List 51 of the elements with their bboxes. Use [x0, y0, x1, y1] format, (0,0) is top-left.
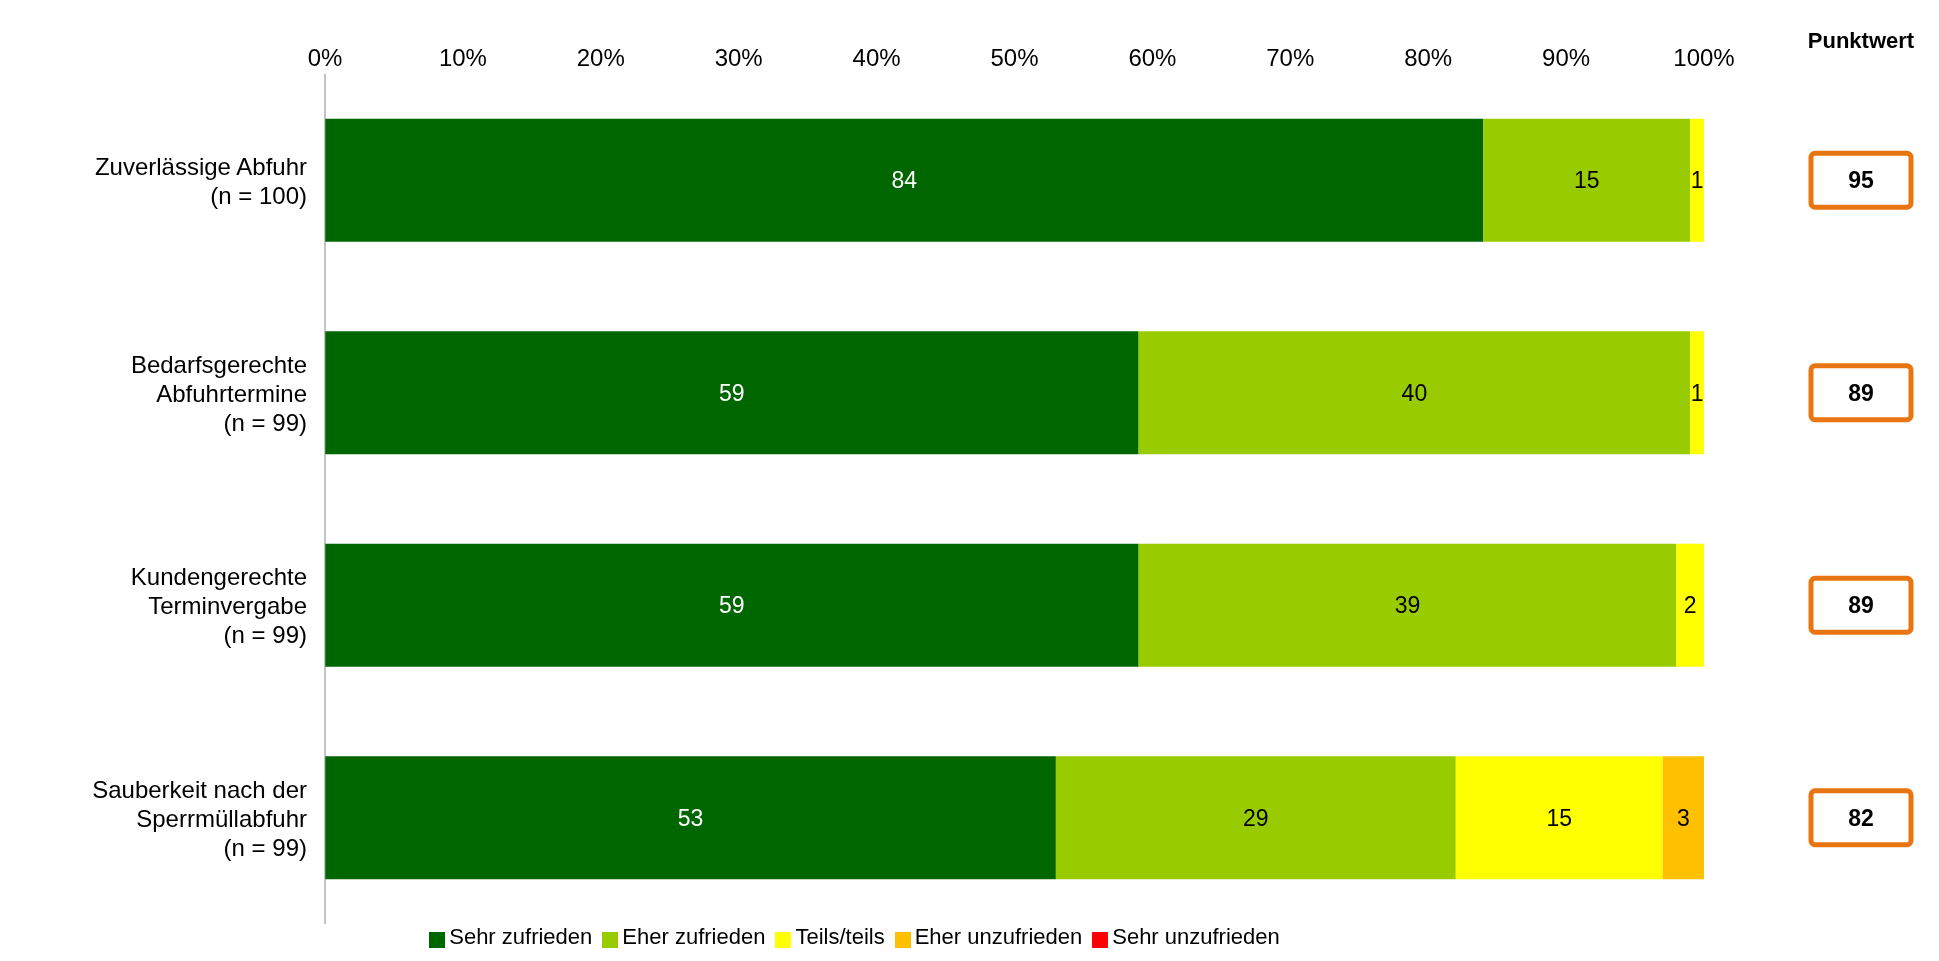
- data-label: 59: [719, 592, 745, 619]
- x-tick-label: 80%: [1404, 44, 1453, 71]
- bar: [325, 118, 1484, 242]
- x-tick-label: 20%: [576, 44, 625, 71]
- data-label: 84: [891, 167, 918, 194]
- bar: [1690, 118, 1704, 242]
- x-tick-label: 60%: [1128, 44, 1177, 71]
- data-label: 1: [1690, 167, 1704, 194]
- legend-label: Sehr unzufrieden: [1112, 924, 1280, 949]
- data-label: 15: [1573, 167, 1600, 194]
- bar: [1138, 331, 1691, 455]
- data-label: 53: [677, 804, 704, 831]
- bar: [1690, 331, 1704, 455]
- y-tick-label: Zuverlässige Abfuhr (n = 100): [94, 152, 308, 209]
- data-label: 29: [1243, 804, 1269, 831]
- data-label: 39: [1394, 592, 1421, 619]
- bar: [325, 331, 1139, 455]
- text: Punktwert: [1806, 28, 1916, 54]
- bar: [325, 756, 1056, 880]
- bar: [1055, 756, 1456, 880]
- data-label: 1: [1690, 379, 1704, 406]
- text: 95: [1848, 167, 1874, 194]
- x-tick-label: 10%: [438, 44, 487, 71]
- x-tick-label: 100%: [1673, 44, 1735, 71]
- data-label: 15: [1546, 804, 1572, 831]
- x-tick-label: 40%: [852, 44, 901, 71]
- data-label: 3: [1676, 804, 1690, 831]
- x-tick-label: 30%: [714, 44, 763, 71]
- legend-label: Sehr zufrieden: [449, 924, 593, 949]
- x-tick-label: 70%: [1266, 44, 1315, 71]
- data-label: 2: [1683, 592, 1697, 619]
- x-tick-label: 50%: [990, 44, 1039, 71]
- x-tick-label: 0%: [307, 44, 343, 71]
- text: 89: [1848, 379, 1874, 406]
- text: 89: [1848, 592, 1874, 619]
- data-label: 40: [1401, 379, 1428, 406]
- bar: [1138, 543, 1677, 667]
- y-tick-label: Sauberkeit nach der Sperrmüllabfuhr (n = 99): [92, 775, 307, 861]
- bar: [325, 543, 1139, 667]
- text: 82: [1848, 804, 1874, 831]
- bar: [1455, 756, 1663, 880]
- data-label: 59: [719, 379, 745, 406]
- bar: [1662, 756, 1704, 880]
- bar: [1483, 118, 1691, 242]
- legend-label: Teils/teils: [795, 924, 885, 949]
- legend-label: Eher zufrieden: [622, 924, 766, 949]
- x-tick-label: 90%: [1542, 44, 1591, 71]
- y-tick-label: Kundengerechte Terminvergabe (n = 99): [130, 562, 307, 648]
- y-tick-label: Bedarfsgerechte Abfuhrtermine (n = 99): [130, 350, 307, 436]
- bar: [1676, 543, 1704, 667]
- legend-label: Eher unzufrieden: [914, 924, 1083, 949]
